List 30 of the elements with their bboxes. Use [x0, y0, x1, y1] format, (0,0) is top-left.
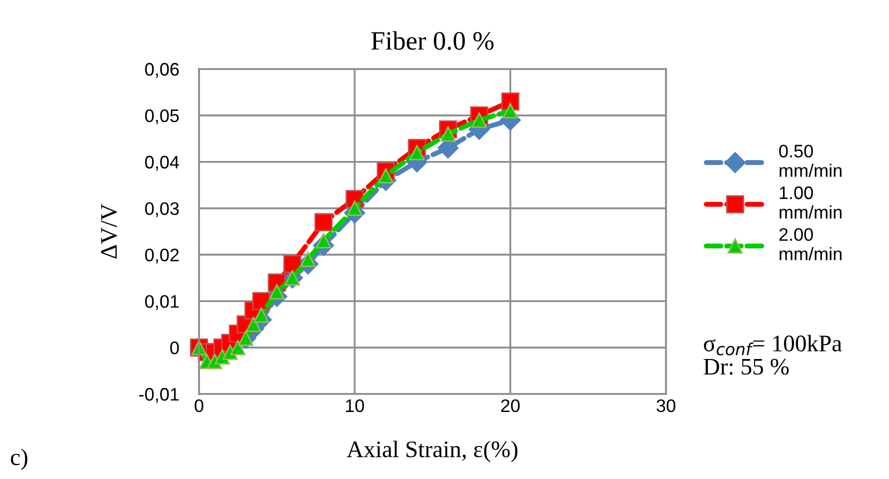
- text: c): [10, 448, 28, 470]
- point: [314, 213, 333, 232]
- y-tick-label: 0,05: [145, 109, 179, 124]
- y-tick-label: 0: [170, 342, 179, 354]
- x-axis-title: Axial Strain, ε(%): [346, 440, 518, 462]
- y-tick-label: 0,01: [145, 295, 179, 310]
- text: σ$_{conf}$= 100kPa Dr: 55 %: [704, 334, 842, 375]
- y-tick-label: -0,01: [139, 388, 179, 403]
- point: [246, 316, 262, 332]
- x-tick-label: 20: [501, 399, 520, 412]
- point: [254, 307, 269, 323]
- y-tick-label: 0,06: [145, 62, 179, 78]
- point: [472, 112, 487, 128]
- legend-label: 2.00 mm/min: [779, 228, 842, 260]
- point: [269, 284, 284, 300]
- x-tick-label: 10: [346, 399, 364, 412]
- point: [230, 340, 246, 356]
- point: [378, 168, 394, 184]
- y-tick-label: 0,02: [145, 248, 179, 264]
- x-tick-label: 0: [194, 399, 204, 412]
- point: [502, 103, 518, 118]
- y-axis-title: ΔV/V: [101, 204, 118, 259]
- point: [440, 126, 456, 142]
- point: [409, 144, 425, 160]
- y-tick-label: 0,04: [145, 156, 180, 171]
- legend-label: 0.50 mm/min: [779, 144, 842, 177]
- x-tick-label: 30: [656, 399, 676, 412]
- y-tick-label: 0,03: [145, 202, 179, 218]
- legend-label: 1.00 mm/min: [780, 186, 842, 219]
- chart-title: Fiber 0.0 %: [371, 31, 494, 50]
